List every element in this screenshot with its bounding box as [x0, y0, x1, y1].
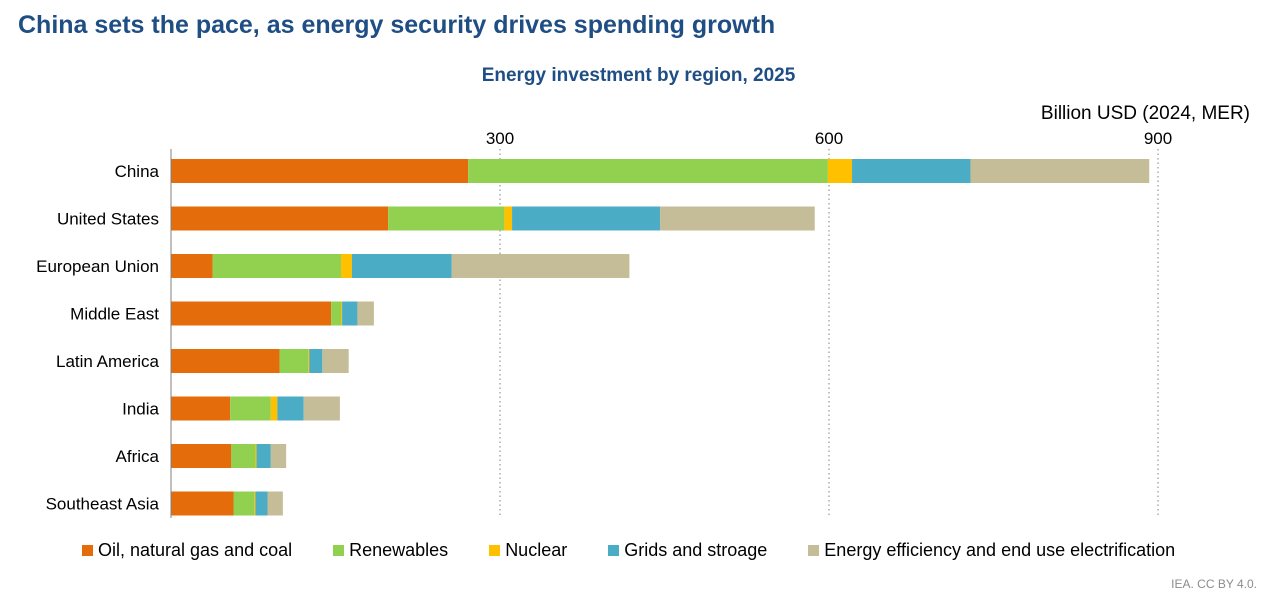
legend-swatch: [489, 545, 501, 556]
bar-segment-2: [468, 159, 828, 183]
bar-segment-1: [171, 206, 389, 231]
bar-segment-5: [270, 444, 287, 468]
category-label: India: [122, 400, 159, 419]
bar-segment-5: [660, 206, 815, 231]
bar-segment-3: [308, 349, 310, 373]
bar-segment-5: [303, 396, 340, 421]
bar-segment-1: [171, 301, 332, 326]
legend-item: Renewables: [333, 540, 448, 561]
bar-segment-2: [233, 491, 255, 516]
bar-segment-4: [852, 159, 971, 183]
bar-segment-1: [171, 159, 469, 183]
bar-segment-5: [451, 254, 630, 278]
x-tick-label: 300: [486, 129, 514, 148]
x-tick-label: 900: [1144, 129, 1172, 148]
bar-segment-2: [231, 444, 256, 468]
bar-segment-1: [171, 491, 234, 516]
bar-segment-4: [256, 444, 271, 468]
bar-segment-1: [171, 396, 231, 421]
bar-segment-3: [504, 206, 513, 231]
legend-label: Renewables: [349, 540, 449, 560]
bar-segment-3: [255, 444, 257, 468]
bar-segment-2: [212, 254, 341, 278]
x-tick-label: 600: [815, 129, 843, 148]
page-title: China sets the pace, as energy security …: [18, 11, 776, 39]
legend-swatch: [808, 545, 820, 556]
bar-segment-1: [171, 349, 280, 373]
bar-segment-3: [340, 254, 352, 278]
legend-item: Energy efficiency and end use electrific…: [808, 540, 1175, 561]
bar-segment-2: [388, 206, 505, 231]
chart-title: Energy investment by region, 2025: [481, 65, 796, 86]
bar-segment-3: [827, 159, 853, 183]
legend-item: Grids and stroage: [608, 540, 767, 561]
legend-label: Nuclear: [505, 540, 568, 560]
bar-segment-4: [277, 396, 304, 421]
legend-swatch: [608, 545, 620, 556]
bar-segment-3: [340, 301, 343, 326]
legend-label: Oil, natural gas and coal: [98, 540, 293, 560]
category-label: Latin America: [56, 352, 160, 371]
legend-label: Energy efficiency and end use electrific…: [824, 540, 1176, 560]
category-label: Middle East: [70, 305, 159, 324]
category-label: European Union: [36, 257, 159, 276]
bar-segment-4: [342, 301, 358, 326]
bar-segment-1: [171, 444, 232, 468]
legend-item: Oil, natural gas and coal: [82, 540, 292, 561]
category-label: Southeast Asia: [46, 495, 160, 514]
legend-item: Nuclear: [489, 540, 567, 561]
bar-segment-4: [351, 254, 452, 278]
source-note: IEA. CC BY 4.0.: [1171, 577, 1257, 591]
unit-label: Billion USD (2024, MER): [1040, 103, 1250, 124]
legend: Oil, natural gas and coal Renewables Nucle…: [82, 540, 1216, 561]
legend-label: Grids and stroage: [624, 540, 768, 560]
bar-segment-2: [230, 396, 271, 421]
legend-swatch: [333, 545, 345, 556]
bar-segment-5: [322, 349, 349, 373]
bar-segment-5: [267, 491, 283, 516]
bar-segment-4: [309, 349, 323, 373]
bar-segment-3: [270, 396, 278, 421]
bar-segment-2: [279, 349, 309, 373]
bar-segment-3: [254, 491, 256, 516]
category-label: China: [115, 162, 160, 181]
bar-segment-1: [171, 254, 213, 278]
bar-segment-4: [255, 491, 268, 516]
bar-segment-2: [331, 301, 341, 326]
category-label: Africa: [116, 447, 160, 466]
bar-segment-5: [970, 159, 1150, 183]
bar-segment-5: [357, 301, 374, 326]
category-label: United States: [57, 210, 159, 229]
bar-segment-4: [512, 206, 661, 231]
legend-swatch: [82, 545, 93, 556]
